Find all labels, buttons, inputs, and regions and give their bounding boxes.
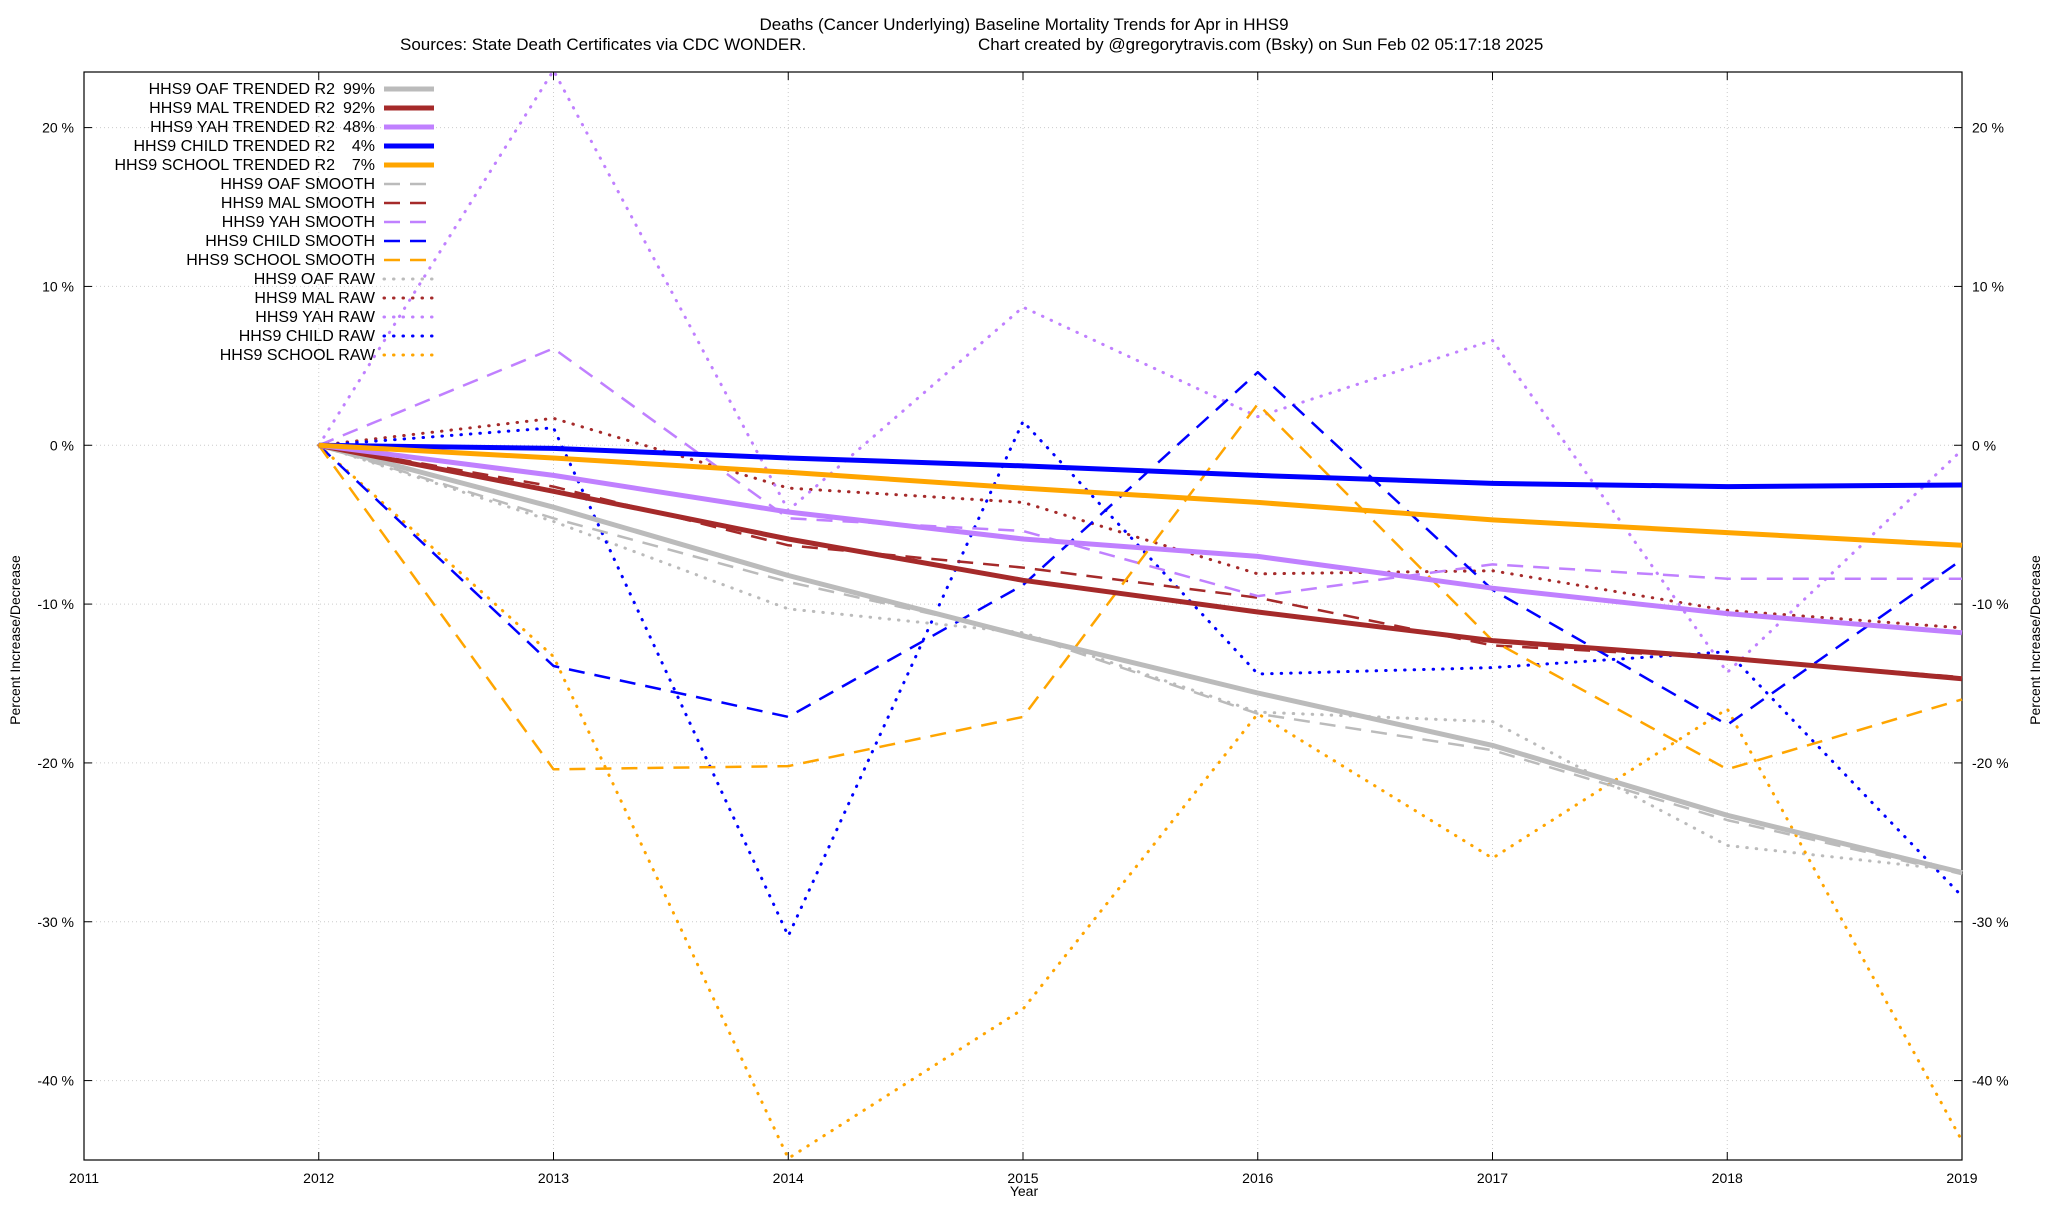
x-tick-label: 2011 — [69, 1170, 99, 1186]
legend-label: HHS9 YAH RAW — [255, 309, 376, 326]
legend-label: HHS9 SCHOOL SMOOTH — [186, 252, 375, 269]
y-axis-label-left: Percent Increase/Decrease — [7, 555, 23, 725]
x-tick-label: 2018 — [1712, 1170, 1743, 1186]
x-tick-label: 2019 — [1946, 1170, 1977, 1186]
chart-subtitle-left: Sources: State Death Certificates via CD… — [400, 35, 806, 54]
series-line-hhs9-school-smooth — [317, 402, 1963, 771]
series-line-hhs9-child-smooth — [317, 370, 1963, 727]
legend-r2: 99% — [343, 81, 375, 98]
y-tick-label-right: 10 % — [1972, 278, 2004, 294]
y-tick-label-right: -20 % — [1972, 755, 2009, 771]
legend-label: HHS9 CHILD RAW — [239, 328, 376, 345]
x-tick-label: 2012 — [303, 1170, 334, 1186]
y-tick-label: -20 % — [37, 755, 74, 771]
x-tick-label: 2016 — [1242, 1170, 1273, 1186]
y-tick-label-right: 0 % — [1972, 437, 1996, 453]
legend-label: HHS9 MAL SMOOTH — [221, 195, 375, 212]
x-axis-label: Year — [1010, 1183, 1039, 1199]
x-tick-label: 2015 — [1007, 1170, 1038, 1186]
legend-label: HHS9 SCHOOL TRENDED R2 — [115, 157, 336, 174]
legend-label: HHS9 CHILD SMOOTH — [205, 233, 375, 250]
legend-label: HHS9 MAL TRENDED R2 — [149, 100, 335, 117]
y-tick-label-right: -40 % — [1972, 1073, 2009, 1089]
legend-label: HHS9 OAF TRENDED R2 — [149, 81, 336, 98]
series-line-hhs9-oaf-trended-r2 — [318, 442, 1963, 875]
series-line-hhs9-child-trended-r2 — [318, 442, 1963, 490]
chart-title: Deaths (Cancer Underlying) Baseline Mort… — [759, 15, 1288, 34]
y-tick-label: 0 % — [50, 437, 74, 453]
series-line-hhs9-mal-raw — [317, 416, 1964, 630]
legend-r2: 92% — [343, 100, 375, 117]
series-line-hhs9-school-trended-r2 — [318, 442, 1963, 548]
legend-label: HHS9 OAF SMOOTH — [220, 176, 375, 193]
y-tick-label-right: -10 % — [1972, 596, 2009, 612]
y-tick-label: 20 % — [42, 120, 74, 136]
legend-r2: 7% — [352, 157, 375, 174]
series-line-hhs9-school-raw — [317, 443, 1964, 1160]
series-line-hhs9-yah-trended-r2 — [318, 442, 1963, 636]
series-line-hhs9-child-raw — [317, 419, 1964, 938]
series-line-hhs9-oaf-smooth — [318, 444, 1963, 876]
axes: 2011 2012 2013 2014 2015 2016 2017 2018 2019 20 %… — [37, 71, 2009, 1186]
y-tick-label: 10 % — [42, 278, 74, 294]
series-lines — [317, 68, 1964, 1160]
legend: HHS9 OAF TRENDED R2 99% HHS9 MAL TRENDED R… — [115, 81, 436, 364]
legend-label: HHS9 YAH TRENDED R2 — [150, 119, 335, 136]
y-tick-label-right: 20 % — [1972, 120, 2004, 136]
x-tick-label: 2014 — [773, 1170, 804, 1186]
legend-label: HHS9 MAL RAW — [254, 290, 376, 307]
y-axis-label-right: Percent Increase/Decrease — [2027, 555, 2043, 725]
series-line-hhs9-mal-trended-r2 — [318, 442, 1963, 682]
x-tick-label: 2017 — [1477, 1170, 1508, 1186]
chart-subtitle-right: Chart created by @gregorytravis.com (Bsk… — [978, 35, 1543, 54]
y-tick-label: -30 % — [37, 914, 74, 930]
x-tick-label: 2013 — [538, 1170, 569, 1186]
legend-label: HHS9 YAH SMOOTH — [222, 214, 375, 231]
legend-label: HHS9 SCHOOL RAW — [220, 347, 376, 364]
y-tick-label: -40 % — [37, 1073, 74, 1089]
legend-r2: 48% — [343, 119, 375, 136]
y-tick-label: -10 % — [37, 596, 74, 612]
y-tick-label-right: -30 % — [1972, 914, 2009, 930]
legend-r2: 4% — [352, 138, 375, 155]
legend-label: HHS9 OAF RAW — [254, 271, 376, 288]
legend-label: HHS9 CHILD TRENDED R2 — [133, 138, 335, 155]
